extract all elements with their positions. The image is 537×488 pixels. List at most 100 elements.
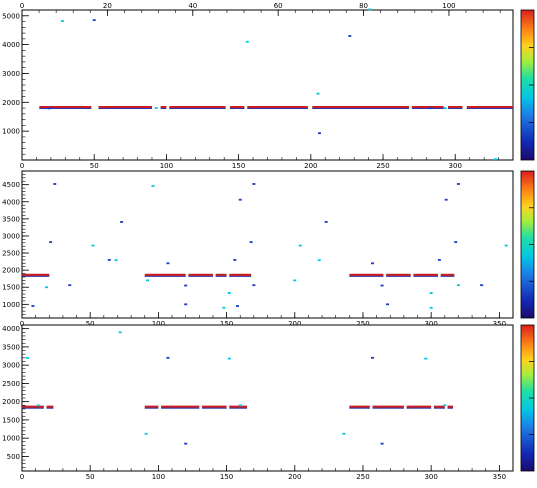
band-segment-2-3	[215, 273, 227, 277]
x-tick-label-1-1: 50	[90, 162, 99, 170]
band-segment-1-7	[411, 106, 444, 109]
panel-frame-3	[21, 324, 514, 472]
top-tick-label-1: 20	[103, 2, 112, 10]
band-segment-3-10	[447, 405, 453, 409]
band-segment-3-0	[22, 405, 44, 409]
band-underline-2-6	[386, 275, 411, 277]
x-tick-label-1-3: 150	[232, 162, 245, 170]
band-underline-2-8	[440, 275, 455, 277]
band-segment-2-1	[144, 273, 186, 277]
data-point-2-29	[429, 292, 433, 294]
data-point-2-26	[456, 284, 460, 287]
x-tick-label-3-0: 0	[20, 473, 24, 481]
data-point-1-8	[429, 106, 433, 109]
band-segment-2-0	[22, 273, 50, 277]
y-tick-label-3-3: 2000	[2, 398, 20, 406]
band-underline-3-8	[406, 407, 432, 409]
x-tick-label-1-5: 250	[376, 162, 389, 170]
data-point-1-6	[317, 132, 321, 135]
y-tick-label-1-3: 4000	[2, 41, 20, 49]
band-underline-1-0	[39, 108, 92, 109]
data-point-2-35	[31, 305, 35, 307]
data-point-3-1	[238, 404, 242, 407]
band-segment-2-4	[229, 273, 252, 277]
data-point-3-3	[118, 331, 122, 334]
x-tick-label-1-2: 100	[160, 162, 173, 170]
y-tick-label-3-2: 1500	[2, 416, 20, 424]
x-tick-label-2-4: 200	[288, 320, 301, 328]
x-tick-label-1-0: 0	[20, 162, 24, 170]
data-point-2-30	[145, 279, 149, 282]
x-tick-label-2-2: 100	[152, 320, 165, 328]
band-segment-2-7	[413, 273, 438, 277]
data-point-1-11	[494, 158, 498, 161]
data-point-3-7	[424, 357, 428, 360]
data-point-2-1	[151, 185, 155, 187]
band-segment-1-1	[98, 106, 152, 109]
band-underline-3-10	[447, 407, 453, 409]
band-underline-2-2	[188, 275, 213, 277]
data-point-2-0	[53, 183, 57, 185]
band-segment-1-9	[466, 106, 513, 109]
band-underline-3-6	[349, 407, 370, 409]
data-point-1-0	[60, 20, 64, 22]
band-segment-3-8	[406, 405, 432, 409]
band-underline-3-5	[229, 407, 248, 409]
y-tick-label-2-1: 1500	[2, 284, 20, 292]
band-underline-3-2	[144, 407, 159, 409]
data-point-2-14	[107, 258, 111, 261]
data-point-2-2	[252, 183, 256, 185]
data-point-2-23	[184, 284, 188, 287]
x-tick-label-2-6: 300	[424, 320, 437, 328]
y-tick-label-1-2: 3000	[2, 70, 20, 78]
band-underline-3-7	[372, 407, 404, 409]
data-point-3-0	[36, 404, 40, 407]
x-tick-label-2-3: 150	[220, 320, 233, 328]
data-point-2-3	[456, 183, 460, 185]
band-segment-3-9	[433, 405, 445, 409]
data-point-1-9	[154, 107, 158, 109]
y-tick-label-2-4: 3000	[2, 232, 20, 240]
x-tick-label-3-5: 250	[356, 473, 369, 481]
top-tick-label-5: 100	[442, 2, 455, 10]
data-point-3-11	[380, 442, 384, 445]
band-underline-1-2	[160, 108, 167, 109]
y-tick-label-1-0: 1000	[2, 128, 20, 136]
data-point-2-21	[68, 284, 72, 287]
y-tick-label-3-7: 4000	[2, 325, 20, 333]
band-underline-2-7	[413, 275, 438, 277]
band-underline-1-3	[169, 108, 226, 109]
data-point-2-16	[166, 262, 170, 265]
band-underline-2-4	[229, 275, 252, 277]
data-point-1-1	[92, 19, 96, 21]
data-point-2-18	[317, 259, 321, 262]
band-segment-1-2	[160, 106, 167, 109]
band-segment-1-4	[229, 106, 245, 109]
data-point-2-28	[227, 292, 231, 294]
band-segment-3-2	[144, 405, 159, 409]
band-underline-1-8	[448, 108, 463, 109]
y-tick-label-2-3: 2500	[2, 250, 20, 258]
band-segment-2-6	[386, 273, 411, 277]
band-underline-1-6	[312, 108, 410, 109]
band-segment-3-1	[46, 405, 54, 409]
y-tick-label-3-6: 3500	[2, 343, 20, 351]
y-tick-label-3-1: 1000	[2, 435, 20, 443]
x-tick-label-3-4: 200	[288, 473, 301, 481]
band-segment-3-3	[161, 405, 200, 409]
data-point-2-15	[114, 259, 118, 262]
band-underline-1-4	[229, 108, 245, 109]
data-point-3-9	[342, 432, 346, 435]
data-point-2-5	[444, 198, 448, 201]
band-segment-2-5	[349, 273, 384, 277]
band-segment-2-2	[188, 273, 213, 277]
y-tick-label-3-5: 3000	[2, 362, 20, 370]
y-tick-label-2-6: 4000	[2, 198, 20, 206]
data-point-2-10	[454, 241, 458, 244]
band-underline-1-7	[411, 108, 444, 109]
data-point-2-25	[380, 284, 384, 287]
data-point-2-11	[91, 244, 95, 247]
data-point-3-8	[144, 432, 148, 435]
x-tick-label-2-7: 350	[493, 320, 506, 328]
